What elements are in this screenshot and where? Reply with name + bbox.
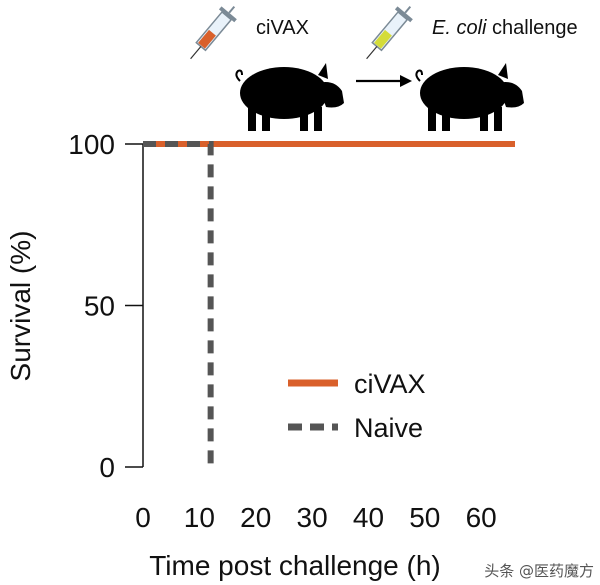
step2-label: E. coli challenge [432,17,578,39]
arrow-right-icon [356,75,412,87]
pig-icon-right [415,62,525,132]
x-tick-label: 60 [466,502,497,533]
x-axis-label: Time post challenge (h) [149,550,441,581]
step1-label: ciVAX [256,17,309,39]
chart-axes: 0 50 100 0 10 20 30 40 50 60 [68,129,496,533]
syringe-icon-ecoli [366,6,413,60]
legend-label-civax: ciVAX [354,369,426,399]
y-tick-label: 100 [68,129,115,160]
x-tick-label: 20 [240,502,271,533]
x-tick-label: 0 [135,502,151,533]
x-tick-label: 30 [297,502,328,533]
y-tick-label: 0 [99,452,115,483]
legend: ciVAX Naive [288,369,426,443]
x-tick-label: 50 [409,502,440,533]
y-axis-label: Survival (%) [5,231,36,382]
syringe-icon-civax [190,6,237,60]
x-tick-label: 40 [353,502,384,533]
watermark: 头条 @医药魔方 [484,562,594,580]
x-tick-label: 10 [184,502,215,533]
series-line-naive [143,141,214,467]
legend-label-naive: Naive [354,413,423,443]
chart-series [143,141,515,467]
pig-icon-left [235,62,345,132]
y-tick-label: 50 [84,291,115,322]
